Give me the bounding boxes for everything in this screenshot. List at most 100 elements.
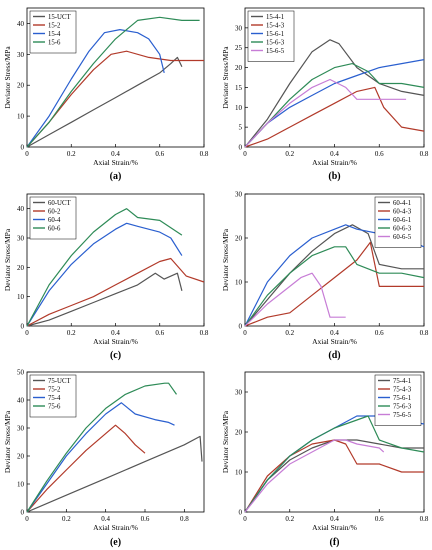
y-tick-label: 40 bbox=[17, 20, 25, 28]
y-tick-label: 20 bbox=[17, 453, 25, 461]
y-tick-label: 0 bbox=[239, 144, 243, 152]
legend-entry: 75-4 bbox=[48, 395, 61, 402]
legend-entry: 60-6 bbox=[48, 226, 61, 233]
x-tick-label: 0.2 bbox=[285, 329, 294, 337]
legend-entry: 15-6-5 bbox=[266, 48, 285, 55]
y-tick-label: 50 bbox=[17, 369, 25, 377]
x-tick-label: 0.6 bbox=[375, 150, 384, 158]
legend-entry: 15-6 bbox=[48, 40, 61, 47]
x-tick-label: 0.6 bbox=[155, 329, 164, 337]
legend-entry: 60-6-5 bbox=[393, 234, 412, 241]
series-line-75-6 bbox=[26, 382, 177, 513]
x-tick-label: 0.4 bbox=[111, 329, 120, 337]
chart-panel-1: 0 0.2 0.4 0.6 0.8 0 10 20 30 40 Axial Strain/% Devi… bbox=[3, 7, 209, 182]
legend-entry: 60-UCT bbox=[48, 200, 72, 207]
legend-entry: 75-6-5 bbox=[393, 412, 412, 419]
series-line-60-6-5 bbox=[244, 272, 346, 327]
y-axis-label: Deviator Stress/MPa bbox=[3, 46, 12, 109]
series-line-75-2 bbox=[26, 424, 146, 513]
legend-entry: 15-4-3 bbox=[266, 23, 285, 30]
y-tick-label: 30 bbox=[235, 24, 243, 32]
y-tick-label: 20 bbox=[235, 64, 243, 72]
y-axis-label: Deviator Stress/MPa bbox=[221, 228, 230, 291]
series-line-75-6-3 bbox=[244, 415, 425, 513]
x-tick-label: 0 bbox=[25, 329, 29, 337]
x-tick-label: 0.8 bbox=[200, 150, 209, 158]
legend-box bbox=[374, 374, 422, 426]
panel-label: (f) bbox=[330, 537, 340, 548]
legend-box bbox=[374, 196, 422, 248]
y-tick-label: 20 bbox=[17, 82, 25, 90]
legend-entry: 15-4-1 bbox=[266, 14, 284, 21]
x-tick-label: 0 bbox=[243, 150, 247, 158]
x-tick-label: 0.8 bbox=[180, 515, 189, 523]
y-tick-label: 20 bbox=[17, 264, 25, 272]
x-tick-label: 0.2 bbox=[67, 150, 76, 158]
x-tick-label: 0.8 bbox=[420, 515, 429, 523]
y-tick-label: 20 bbox=[235, 235, 243, 243]
y-tick-label: 40 bbox=[17, 205, 25, 213]
x-tick-label: 0.4 bbox=[111, 150, 120, 158]
x-tick-label: 0.2 bbox=[285, 150, 294, 158]
series-line-60-6-3 bbox=[244, 246, 425, 327]
series-line-60-UCT bbox=[26, 272, 183, 327]
series-line-15-4 bbox=[26, 29, 165, 148]
y-tick-label: 30 bbox=[235, 389, 243, 397]
x-tick-label: 0.8 bbox=[420, 329, 429, 337]
y-tick-label: 30 bbox=[235, 191, 243, 199]
series-line-15-4-1 bbox=[244, 39, 425, 148]
legend-entry: 15-6-1 bbox=[266, 31, 284, 38]
x-tick-label: 0.6 bbox=[375, 515, 384, 523]
y-tick-label: 0 bbox=[21, 144, 25, 152]
x-tick-label: 0 bbox=[25, 150, 29, 158]
legend-entry: 15-4 bbox=[48, 31, 61, 38]
x-tick-label: 0 bbox=[25, 515, 29, 523]
x-tick-label: 0.2 bbox=[285, 515, 294, 523]
x-tick-label: 0.6 bbox=[155, 150, 164, 158]
y-tick-label: 10 bbox=[235, 469, 243, 477]
chart-panel-2: 0 0.2 0.4 0.6 0.8 0 5 10 15 20 25 30 Axial Strain/% D… bbox=[221, 7, 429, 182]
x-tick-label: 0.8 bbox=[200, 329, 209, 337]
legend-entry: 75-6-1 bbox=[393, 395, 411, 402]
y-tick-label: 15 bbox=[235, 84, 243, 92]
series-line-15-2 bbox=[26, 50, 204, 148]
series-line-60-4-3 bbox=[244, 241, 424, 327]
y-axis-label: Deviator Stress/MPa bbox=[3, 228, 12, 291]
panel-label: (c) bbox=[110, 350, 121, 361]
x-tick-label: 0.4 bbox=[101, 515, 110, 523]
y-tick-label: 30 bbox=[17, 51, 25, 59]
y-tick-label: 10 bbox=[235, 104, 243, 112]
legend-entry: 60-6-3 bbox=[393, 226, 412, 233]
legend-entry: 75-UCT bbox=[48, 378, 72, 385]
legend-box bbox=[29, 10, 77, 54]
series-line-60-4 bbox=[26, 222, 183, 327]
panel-label: (e) bbox=[110, 537, 121, 548]
legend-box bbox=[29, 374, 77, 418]
x-tick-label: 0.4 bbox=[330, 150, 339, 158]
legend-entry: 15-6-3 bbox=[266, 40, 285, 47]
legend-entry: 60-4-1 bbox=[393, 200, 411, 207]
y-axis-label: Deviator Stress/MPa bbox=[221, 46, 230, 109]
series-line-75-6-5 bbox=[244, 439, 385, 513]
y-tick-label: 5 bbox=[239, 124, 243, 132]
chart-panel-5: 0 0.2 0.4 0.6 0.8 0 10 20 30 40 50 Axial Strain/% De… bbox=[3, 369, 205, 548]
series-line-60-4-1 bbox=[244, 224, 424, 327]
legend-entry: 60-4 bbox=[48, 217, 61, 224]
series-line-75-4-3 bbox=[244, 439, 424, 513]
y-tick-label: 0 bbox=[21, 323, 25, 331]
legend-entry: 75-6 bbox=[48, 404, 61, 411]
y-axis-label: Deviator Stress/MPa bbox=[221, 410, 230, 473]
series-line-15-4-3 bbox=[244, 86, 425, 148]
y-tick-label: 0 bbox=[239, 509, 243, 517]
chart-panel-3: 0 0.2 0.4 0.6 0.8 0 10 20 30 40 Axial Strain/% Devi… bbox=[3, 193, 209, 361]
panel-label: (a) bbox=[110, 171, 122, 182]
legend-entry: 15-2 bbox=[48, 23, 61, 30]
x-tick-label: 0.6 bbox=[141, 515, 150, 523]
legend-entry: 15-UCT bbox=[48, 14, 72, 21]
series-line-15-6-5 bbox=[244, 78, 407, 148]
series-line-60-6 bbox=[26, 208, 183, 327]
x-axis-label: Axial Strain/% bbox=[93, 337, 138, 346]
y-tick-label: 40 bbox=[17, 397, 25, 405]
series-line-15-6-1 bbox=[244, 59, 425, 148]
